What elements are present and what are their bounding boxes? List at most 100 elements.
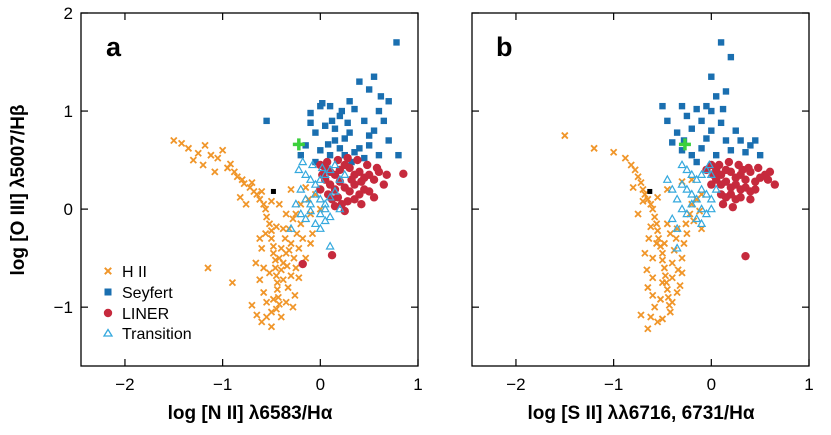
legend-item-liner: LINER (103, 306, 169, 323)
panel-b-point-hii (682, 220, 690, 228)
panel-a-point-hii (201, 141, 209, 150)
panel-a-point-liner (343, 153, 352, 163)
panel-b-point-seyfert (659, 102, 666, 110)
panel-b-point-transition (677, 204, 687, 213)
panel-a-point-transition (320, 199, 330, 208)
panel-b-point-transition (672, 243, 682, 252)
panel-b-x-tick-label: −2 (506, 375, 525, 394)
panel-a-point-liner (399, 169, 408, 179)
panel-b-point-hii (647, 200, 655, 208)
panel-a-point-liner (322, 157, 332, 167)
panel-a-point-transition (286, 223, 296, 232)
panel-a-x-tick-label: 0 (316, 375, 325, 394)
panel-a-label: a (106, 32, 122, 62)
panel-b-point-transition (692, 194, 702, 203)
panel-b-point-hii (644, 195, 652, 203)
legend: H II Seyfert LINER Transition (102, 264, 192, 343)
panel-a-y-ticks: −1 0 1 2 (54, 4, 418, 317)
panel-a-point-seyfert (328, 117, 336, 125)
panel-b-point-hii (668, 259, 676, 267)
panel-b-point-liner (746, 195, 755, 204)
panel-a-point-transition (330, 159, 340, 169)
panel-a-point-transition (310, 179, 321, 188)
panel-b-point-hii (660, 264, 669, 272)
panel-b-point-hii (673, 288, 681, 297)
panel-a-point-hii (256, 234, 264, 243)
panel-a-point-liner (345, 187, 354, 196)
panel-b-point-hii (661, 272, 670, 280)
panel-a-point-transition (298, 157, 308, 166)
panel-b-point-hii (653, 227, 662, 235)
panel-a-point-seyfert (395, 151, 402, 159)
panel-b-point-hii (644, 283, 652, 292)
panel-a-point-hii (287, 272, 295, 280)
panel-a-point-hii (189, 156, 197, 164)
panel-a-point-hii (282, 298, 290, 306)
panel-b-point-seyfert (669, 139, 676, 146)
panel-a-point-seyfert (346, 98, 353, 105)
panel-b-point-hii (641, 190, 649, 199)
panel-b-point-hii (651, 213, 659, 221)
panel-b-point-seyfert (678, 147, 686, 154)
panel-b-point-hii (634, 173, 642, 181)
panel-a-point-hii (267, 197, 276, 205)
panel-a-point-hii (279, 276, 287, 284)
panel-b-x-axis-title: log [S II] λλ6716, 6731/Hα (527, 403, 754, 424)
panel-b-point-hii (629, 183, 637, 192)
panel-a-point-transition (307, 159, 318, 169)
panel-a-point-seyfert (319, 100, 326, 107)
panel-a-point-seyfert (307, 119, 314, 127)
panel-a-point-hii (299, 234, 307, 243)
panel-a-point-transition (330, 186, 340, 195)
panel-a-point-liner (347, 175, 356, 184)
panel-b-point-transition (667, 184, 677, 193)
panel-b-point-hii (653, 193, 662, 201)
panel-b-point-hii (666, 308, 674, 316)
panel-a-point-seyfert (297, 151, 304, 159)
panel-b-point-seyfert (752, 137, 759, 144)
panel-a-point-hii (194, 149, 202, 157)
panel-a-point-hii (272, 305, 280, 313)
panel-b-point-transition (672, 194, 682, 203)
panel-a-point-liner (316, 185, 325, 194)
panel-a-point-transition (340, 169, 350, 178)
panel-b-point-transition (701, 164, 712, 174)
panel-b-x-tick-label: 1 (804, 375, 813, 394)
panel-b-point-hii (663, 285, 671, 294)
panel-a-point-hii (295, 274, 303, 282)
panel-a-point-hii (253, 311, 261, 319)
panel-b-point-transition (682, 184, 692, 193)
panel-b-point-transition (682, 208, 692, 218)
panel-b-point-transition (696, 204, 707, 213)
legend-hii-label: H II (122, 264, 147, 281)
panel-a: −1 0 1 2 −2 −1 0 1 a log [N II] λ6583/Hα log [… (8, 4, 423, 424)
panel-b-point-hii (634, 210, 642, 218)
panel-b-point-transition (677, 159, 687, 169)
panel-b-point-hii (647, 313, 655, 321)
panel-a-point-hii (219, 146, 227, 154)
panel-a-x-tick-label: −1 (213, 375, 232, 394)
panel-b-frame (471, 12, 810, 367)
panel-b-point-liner (728, 202, 738, 212)
panel-a-point-hii (287, 185, 295, 194)
panel-a-point-hii (271, 264, 280, 272)
panel-a-point-transition (315, 194, 325, 203)
panel-a-point-seyfert (365, 142, 373, 149)
panel-b-point-hii (660, 239, 669, 248)
panel-a-point-hii (262, 298, 271, 306)
panel-b-point-liner (724, 157, 734, 167)
panel-a-point-liner (372, 163, 382, 173)
panel-a-point-hii (275, 300, 283, 308)
panel-a-point-hii (277, 266, 285, 274)
panel-a-point-hii (258, 244, 266, 252)
panel-a-point-hii (261, 205, 270, 213)
panel-a-point-hii (269, 242, 278, 251)
panel-b-point-hii (676, 281, 684, 290)
panel-a-point-hii (265, 220, 274, 228)
panel-b-point-hii (658, 315, 667, 323)
panel-a-point-hii (284, 283, 292, 292)
panel-a-point-hii (290, 254, 298, 262)
panel-a-point-hii (282, 210, 290, 218)
panel-a-x-tick-label: −2 (115, 375, 134, 394)
